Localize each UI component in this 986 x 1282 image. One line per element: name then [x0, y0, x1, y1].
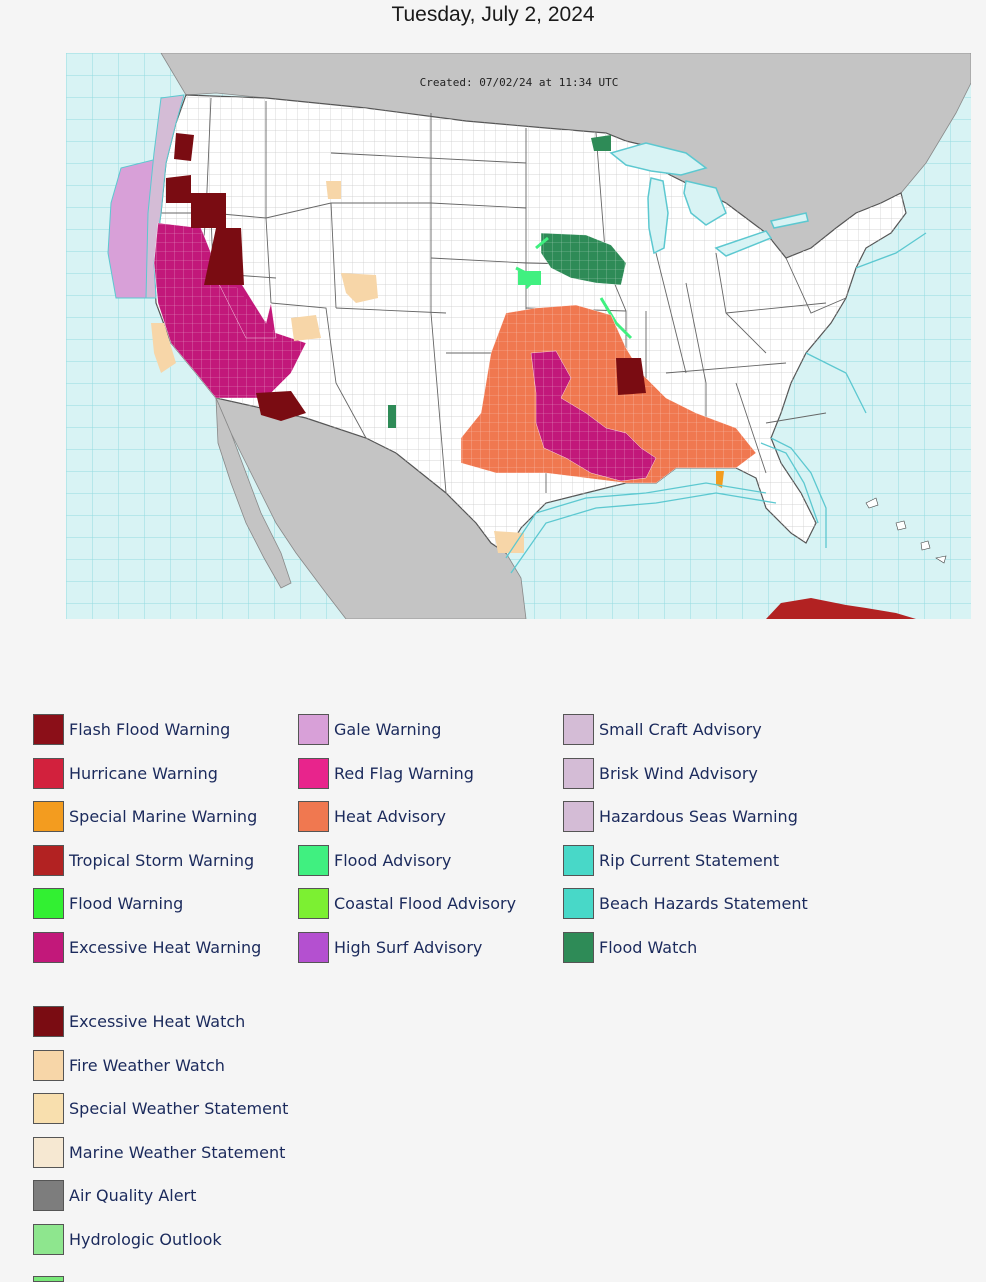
legend-label: Hurricane Warning: [69, 763, 218, 783]
excessive-heat-watch-wa: [174, 133, 194, 161]
legend-label: Special Weather Statement: [69, 1098, 289, 1118]
legend-item-red-flag-warning: Red Flag Warning: [298, 756, 474, 790]
legend-swatch: [298, 713, 329, 745]
lake-erie: [714, 230, 773, 257]
lake-michigan: [647, 177, 669, 255]
legend-swatch: [563, 931, 594, 963]
legend-label: Tropical Storm Warning: [69, 850, 255, 870]
excessive-heat-watch-arizona: [256, 391, 306, 421]
flood-watch-new-mexico: [388, 405, 396, 428]
legend-item-flood-advisory: Flood Advisory: [298, 843, 451, 877]
legend-label: Flood Watch: [599, 937, 698, 957]
legend-label: Hazardous Seas Warning: [599, 806, 798, 826]
legend-item-flood-warning: Flood Warning: [33, 886, 183, 920]
legend-swatch: [563, 800, 594, 832]
legend-label: Fire Weather Watch: [69, 1055, 225, 1075]
legend-item-small-craft-advisory: Small Craft Advisory: [563, 712, 762, 746]
legend-swatch: [33, 844, 64, 876]
legend-item-high-surf-advisory: High Surf Advisory: [298, 930, 482, 964]
legend-label: High Surf Advisory: [334, 937, 483, 957]
legend-label: Flood Advisory: [334, 850, 452, 870]
legend-item-special-marine-warning: Special Marine Warning: [33, 799, 257, 833]
lake-ontario: [769, 212, 809, 229]
legend-swatch: [33, 1223, 64, 1255]
legend-swatch: [33, 1005, 64, 1037]
legend-item-flood-watch: Flood Watch: [563, 930, 697, 964]
special-marine-warning: [716, 471, 724, 488]
legend-item-special-weather-statement: Special Weather Statement: [33, 1091, 288, 1125]
legend-item-rip-current-statement: Rip Current Statement: [563, 843, 779, 877]
legend-swatch: [563, 844, 594, 876]
legend-swatch: [33, 887, 64, 919]
cuba-warning: [766, 598, 916, 619]
legend-item-fire-weather-watch: Fire Weather Watch: [33, 1048, 225, 1082]
legend-label: Beach Hazards Statement: [599, 893, 808, 913]
legend-swatch: [563, 757, 594, 789]
legend-item-air-quality-alert: Air Quality Alert: [33, 1178, 196, 1212]
legend-item-brisk-wind-advisory: Brisk Wind Advisory: [563, 756, 758, 790]
legend-item-heat-advisory: Heat Advisory: [298, 799, 446, 833]
legend-swatch: [33, 1049, 64, 1081]
legend-label: Excessive Heat Warning: [69, 937, 262, 957]
legend-item-hazardous-seas-warning: Hazardous Seas Warning: [563, 799, 798, 833]
flood-watch-north: [591, 135, 611, 151]
legend-label: Rip Current Statement: [599, 850, 780, 870]
legend-item-beach-hazards-statement: Beach Hazards Statement: [563, 886, 808, 920]
legend-label: Flood Warning: [69, 893, 184, 913]
legend-swatch-cut-off: [33, 1276, 64, 1282]
legend-swatch: [33, 800, 64, 832]
legend-item-flash-flood-warning: Flash Flood Warning: [33, 712, 230, 746]
legend-label: Small Craft Advisory: [599, 719, 762, 739]
legend-label: Air Quality Alert: [69, 1185, 197, 1205]
lake-huron: [683, 180, 727, 226]
legend-swatch: [33, 931, 64, 963]
map-created-timestamp: Created: 07/02/24 at 11:34 UTC: [419, 76, 619, 89]
legend-item-tropical-storm-warning: Tropical Storm Warning: [33, 843, 254, 877]
legend-swatch: [298, 887, 329, 919]
legend-swatch: [33, 713, 64, 745]
legend-label: Special Marine Warning: [69, 806, 258, 826]
legend-label: Brisk Wind Advisory: [599, 763, 758, 783]
legend-swatch: [298, 931, 329, 963]
legend-swatch: [33, 757, 64, 789]
legend-label: Gale Warning: [334, 719, 442, 739]
lake-superior: [609, 142, 708, 176]
legend-item-gale-warning: Gale Warning: [298, 712, 441, 746]
legend-swatch: [33, 1179, 64, 1211]
legend-label: Heat Advisory: [334, 806, 446, 826]
legend-swatch: [563, 887, 594, 919]
legend-label: Red Flag Warning: [334, 763, 474, 783]
legend-item-excessive-heat-warning: Excessive Heat Warning: [33, 930, 261, 964]
excessive-heat-watch-tennessee: [616, 358, 646, 395]
coastal-marine-zones: [505, 232, 927, 574]
legend-label: Flash Flood Warning: [69, 719, 231, 739]
legend-item-hydrologic-outlook: Hydrologic Outlook: [33, 1222, 222, 1256]
excessive-heat-watch-oregon: [166, 175, 191, 203]
flood-advisory-area: [518, 271, 541, 285]
legend-swatch: [298, 844, 329, 876]
baja-peninsula: [215, 397, 292, 589]
legend-swatch: [33, 1092, 64, 1124]
legend-label: Excessive Heat Watch: [69, 1011, 246, 1031]
legend-item-hurricane-warning: Hurricane Warning: [33, 756, 218, 790]
legend-label: Coastal Flood Advisory: [334, 893, 517, 913]
excessive-heat-watch-norcal: [191, 193, 226, 228]
legend-label: Hydrologic Outlook: [69, 1229, 222, 1249]
legend-swatch: [563, 713, 594, 745]
legend-label: Marine Weather Statement: [69, 1142, 286, 1162]
legend-swatch: [298, 800, 329, 832]
legend-swatch: [298, 757, 329, 789]
bahamas-islands: [865, 497, 947, 564]
fire-weather-watch-areas: [151, 181, 524, 553]
page-title-date: Tuesday, July 2, 2024: [391, 3, 595, 26]
legend-item-excessive-heat-watch: Excessive Heat Watch: [33, 1004, 245, 1038]
legend-item-coastal-flood-advisory: Coastal Flood Advisory: [298, 886, 516, 920]
legend-item-marine-weather-statement: Marine Weather Statement: [33, 1135, 285, 1169]
legend-swatch: [33, 1136, 64, 1168]
excessive-heat-watch-nevada: [204, 228, 244, 285]
weather-alert-map: [66, 53, 971, 619]
